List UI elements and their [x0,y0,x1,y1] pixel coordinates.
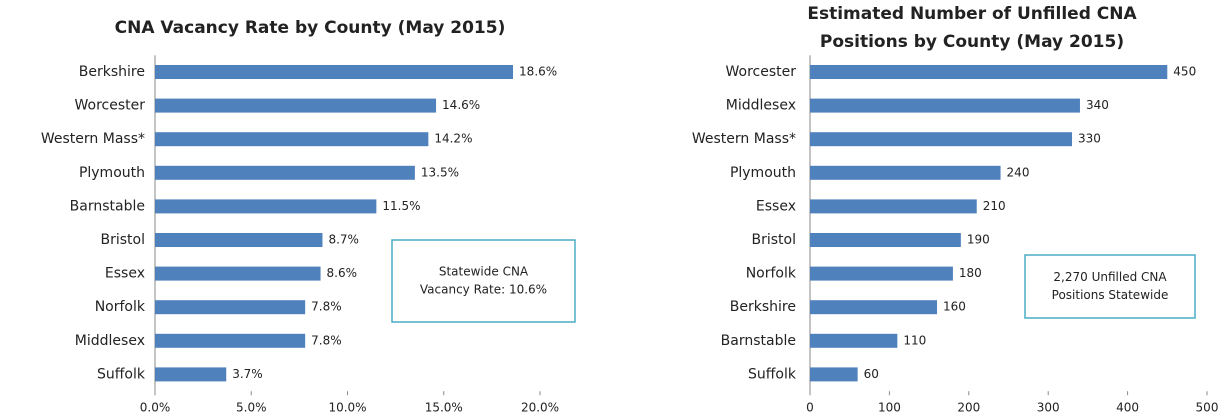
annotation: Vacancy Rate: 10.6% [420,283,547,297]
category-label: Essex [105,266,145,282]
category-label: Berkshire [730,299,796,315]
bar [810,132,1073,147]
category-label: Worcester [75,98,146,114]
category-label: Middlesex [75,333,145,349]
bar [155,165,415,180]
bar [810,300,938,315]
x-tick-label: 0 [806,401,814,415]
value-label: 450 [1173,65,1196,79]
value-label: 7.8% [311,300,342,314]
value-label: 11.5% [382,199,420,213]
bar [155,266,321,281]
bar [155,300,306,315]
value-label: 110 [903,333,926,347]
category-label: Suffolk [748,366,797,382]
bar [810,333,898,348]
value-label: 8.7% [328,233,359,247]
category-label: Plymouth [730,165,796,181]
bar [155,65,514,79]
bar [155,98,437,113]
chart-title: Positions by County (May 2015) [820,32,1124,52]
x-tick-label: 500 [1196,401,1219,415]
category-label: Suffolk [97,366,146,382]
value-label: 14.2% [434,132,472,146]
value-label: 7.8% [311,333,342,347]
chart-title: Estimated Number of Unfilled CNA [807,4,1137,24]
x-tick-label: 20.0% [521,401,559,415]
annotation-box [391,239,576,323]
value-label: 190 [967,233,990,247]
x-tick-label: 300 [1037,401,1060,415]
bar [155,367,227,382]
annotation: Statewide CNA [439,265,529,279]
category-label: Norfolk [95,299,146,315]
bar [810,98,1080,113]
x-tick-label: 15.0% [425,401,463,415]
value-label: 8.6% [327,266,358,280]
value-label: 160 [943,300,966,314]
bar [155,132,429,147]
annotation: 2,270 Unfilled CNA [1053,270,1167,284]
annotation: Positions Statewide [1052,288,1169,302]
category-label: Bristol [101,232,146,248]
bar [810,233,961,247]
value-label: 13.5% [421,165,459,179]
category-label: Bristol [752,232,797,248]
chart-title: CNA Vacancy Rate by County (May 2015) [115,18,506,38]
bar [810,65,1168,79]
bar [810,367,858,382]
value-label: 330 [1078,132,1101,146]
x-tick-label: 400 [1116,401,1139,415]
bar [810,165,1001,180]
value-label: 14.6% [442,98,480,112]
category-label: Barnstable [70,198,145,214]
value-label: 210 [983,199,1006,213]
category-label: Western Mass* [692,131,796,147]
x-tick-label: 0.0% [140,401,171,415]
x-tick-label: 200 [957,401,980,415]
category-label: Worcester [726,64,797,80]
annotation-box [1024,254,1196,319]
bar [155,333,306,348]
value-label: 340 [1086,98,1109,112]
x-tick-label: 5.0% [236,401,267,415]
value-label: 3.7% [232,367,263,381]
bar [155,199,377,214]
category-label: Barnstable [721,333,796,349]
x-tick-label: 100 [878,401,901,415]
value-label: 18.6% [519,65,557,79]
value-label: 240 [1007,165,1030,179]
bar [810,199,977,214]
bar [810,266,953,281]
category-label: Norfolk [746,266,797,282]
value-label: 180 [959,266,982,280]
category-label: Middlesex [726,98,796,114]
category-label: Western Mass* [41,131,145,147]
category-label: Plymouth [79,165,145,181]
category-label: Essex [756,198,796,214]
value-label: 60 [864,367,879,381]
category-label: Berkshire [79,64,145,80]
x-tick-label: 10.0% [328,401,366,415]
bar [155,233,323,247]
